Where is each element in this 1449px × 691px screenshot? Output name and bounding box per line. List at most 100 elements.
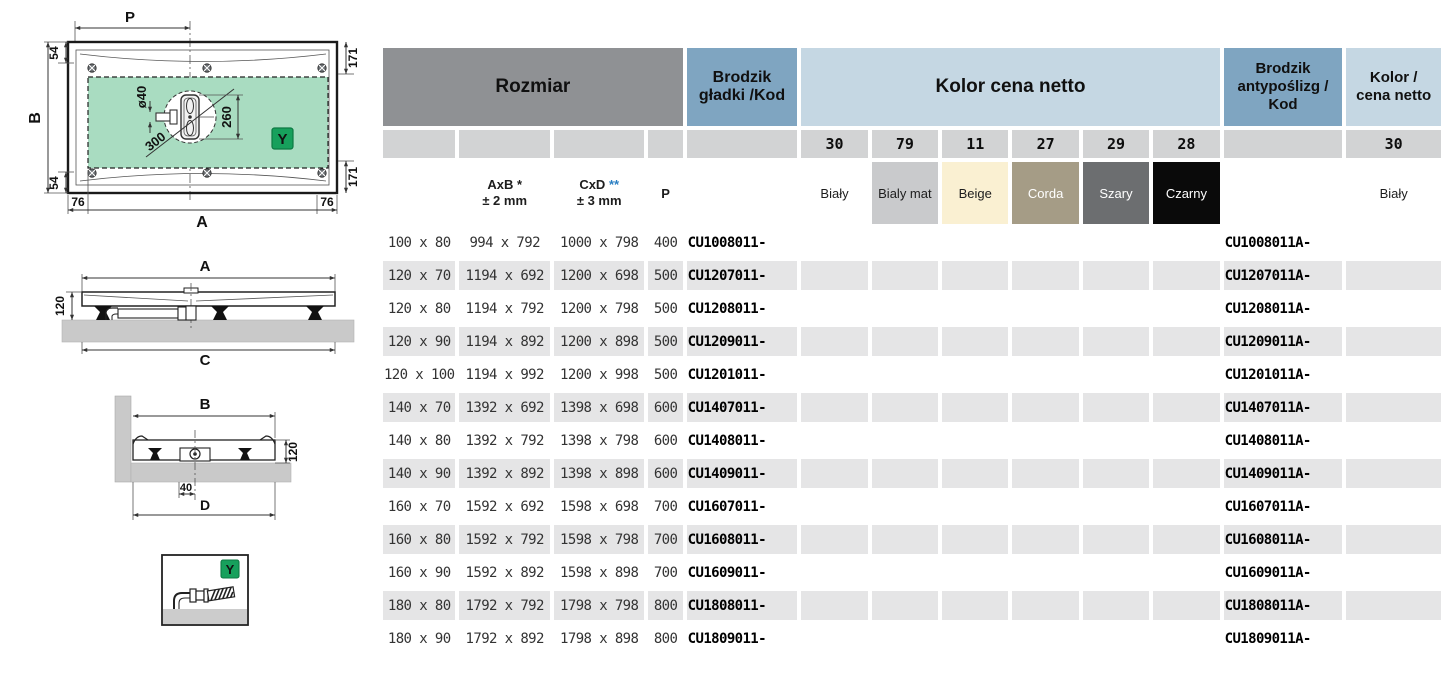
svg-text:Y: Y xyxy=(277,131,287,148)
price-cell xyxy=(871,393,939,422)
antislip-code-cell: CU1408011A- xyxy=(1224,432,1312,449)
price-cell xyxy=(942,360,1008,389)
price-cell xyxy=(1346,426,1441,455)
cxd-cell: 1200 x 898 xyxy=(553,327,645,356)
axb-cell: 1392 x 792 xyxy=(465,432,545,449)
price-cell xyxy=(801,591,868,620)
cxd-cell: 1200 x 698 xyxy=(553,261,645,290)
price-cell xyxy=(1083,492,1149,521)
antislip-code-cell: CU1607011A- xyxy=(1224,498,1312,515)
price-cell xyxy=(1153,558,1219,587)
dim-40: 40 xyxy=(180,482,192,494)
price-cell xyxy=(942,426,1008,455)
spacer-cell xyxy=(1223,130,1343,158)
price-cell xyxy=(1082,393,1150,422)
price-cell xyxy=(872,492,938,521)
smooth-code-cell: CU1201011- xyxy=(687,366,767,383)
price-cell xyxy=(872,294,938,323)
antislip-code-cell: CU1208011A- xyxy=(1224,300,1312,317)
price-cell xyxy=(801,624,867,653)
price-cell xyxy=(1346,558,1441,587)
floor-slab-2 xyxy=(130,462,292,483)
dim-p-label: P xyxy=(125,9,135,26)
dim-a2-label: A xyxy=(200,258,211,275)
antislip-code-cell: CU1201011A- xyxy=(1224,366,1312,383)
header-kolor-cena-netto: Kolor cena netto xyxy=(801,48,1220,126)
axb-tolerance-cell: AxB * ± 2 mm xyxy=(459,162,550,224)
price-cell xyxy=(801,228,867,257)
price-cell xyxy=(1153,525,1220,554)
y-badge-2: Y xyxy=(220,559,240,579)
price-cell xyxy=(871,459,939,488)
axb-cell: 1392 x 892 xyxy=(459,459,550,488)
dim-76-right: 76 xyxy=(320,195,334,209)
p-cell: 700 xyxy=(648,525,683,554)
axb-cell: 1194 x 792 xyxy=(465,300,545,317)
top-view-diagram: P ø40 300 260 Y B xyxy=(27,9,360,231)
color-name-row: AxB * ± 2 mm CxD ** ± 3 mm P Biały Bialy… xyxy=(383,162,1441,224)
axb-cell: 994 x 792 xyxy=(469,234,540,251)
axb-cell: 1592 x 892 xyxy=(465,564,545,581)
smooth-code-cell: CU1408011- xyxy=(687,432,767,449)
price-cell xyxy=(801,426,867,455)
color-code-cell: 11 xyxy=(942,130,1009,158)
price-cell xyxy=(1346,393,1441,422)
price-cell xyxy=(1083,228,1149,257)
price-cell xyxy=(1346,591,1441,620)
price-cell xyxy=(801,360,867,389)
price-cell xyxy=(942,591,1009,620)
size-cell: 160 x 80 xyxy=(383,525,456,554)
antislip-code-cell: CU1808011A- xyxy=(1223,591,1343,620)
axb-cell: 1194 x 692 xyxy=(459,261,550,290)
smooth-code-cell: CU1607011- xyxy=(687,498,767,515)
axb-cell: 1592 x 792 xyxy=(459,525,550,554)
price-cell xyxy=(871,525,939,554)
price-cell xyxy=(1012,492,1078,521)
price-cell xyxy=(1012,327,1079,356)
color-code-cell: 28 xyxy=(1153,130,1220,158)
price-cell xyxy=(801,492,867,521)
dim-120-front: 120 xyxy=(53,296,67,316)
price-cell xyxy=(1012,525,1079,554)
table-row: 140 x 80 1392 x 792 1398 x 798 600 CU140… xyxy=(383,426,1441,455)
dim-54-top: 54 xyxy=(47,46,61,60)
price-cell xyxy=(942,261,1009,290)
price-cell xyxy=(1082,525,1150,554)
table-row: 160 x 80 1592 x 792 1598 x 798 700 CU160… xyxy=(383,525,1441,554)
header-kolor-cena-netto-2: Kolor / cena netto xyxy=(1346,48,1441,126)
floor-slab xyxy=(61,319,355,343)
p-label-cell: P xyxy=(661,185,670,201)
price-cell xyxy=(1012,228,1078,257)
price-cell xyxy=(1346,525,1441,554)
cxd-cell: 1598 x 798 xyxy=(553,525,645,554)
price-cell xyxy=(872,426,938,455)
table-row: 160 x 90 1592 x 892 1598 x 898 700 CU160… xyxy=(383,558,1441,587)
price-cell xyxy=(1012,261,1079,290)
axb-cell: 1194 x 892 xyxy=(459,327,550,356)
color-swatch: Bialy mat xyxy=(871,162,939,224)
price-cell xyxy=(942,492,1008,521)
spacer-cell xyxy=(686,130,798,158)
size-cell: 140 x 80 xyxy=(387,432,451,449)
antislip-code-cell: CU1209011A- xyxy=(1223,327,1343,356)
price-cell xyxy=(872,558,938,587)
price-cell xyxy=(942,294,1008,323)
antislip-code-cell: CU1407011A- xyxy=(1223,393,1343,422)
table-row: 120 x 100 1194 x 992 1200 x 998 500 CU12… xyxy=(383,360,1441,389)
price-cell xyxy=(1153,426,1219,455)
price-cell xyxy=(1083,558,1149,587)
antislip-code-cell: CU1409011A- xyxy=(1223,459,1343,488)
axb-label: AxB * xyxy=(487,176,523,192)
price-cell xyxy=(1012,459,1079,488)
table-row: 140 x 70 1392 x 692 1398 x 698 600 CU140… xyxy=(383,393,1441,422)
price-cell xyxy=(1012,393,1079,422)
drain-pipe-icon xyxy=(173,586,236,609)
size-cell: 100 x 80 xyxy=(387,234,451,251)
header-brodzik-gladki: Brodzik gładki /Kod xyxy=(686,48,798,126)
y-badge: Y xyxy=(271,127,294,150)
p-cell: 600 xyxy=(653,432,678,449)
price-cell xyxy=(1153,624,1219,653)
color-code-cell: 27 xyxy=(1012,130,1079,158)
table-row: 160 x 70 1592 x 692 1598 x 698 700 CU160… xyxy=(383,492,1441,521)
size-cell: 160 x 70 xyxy=(387,498,451,515)
